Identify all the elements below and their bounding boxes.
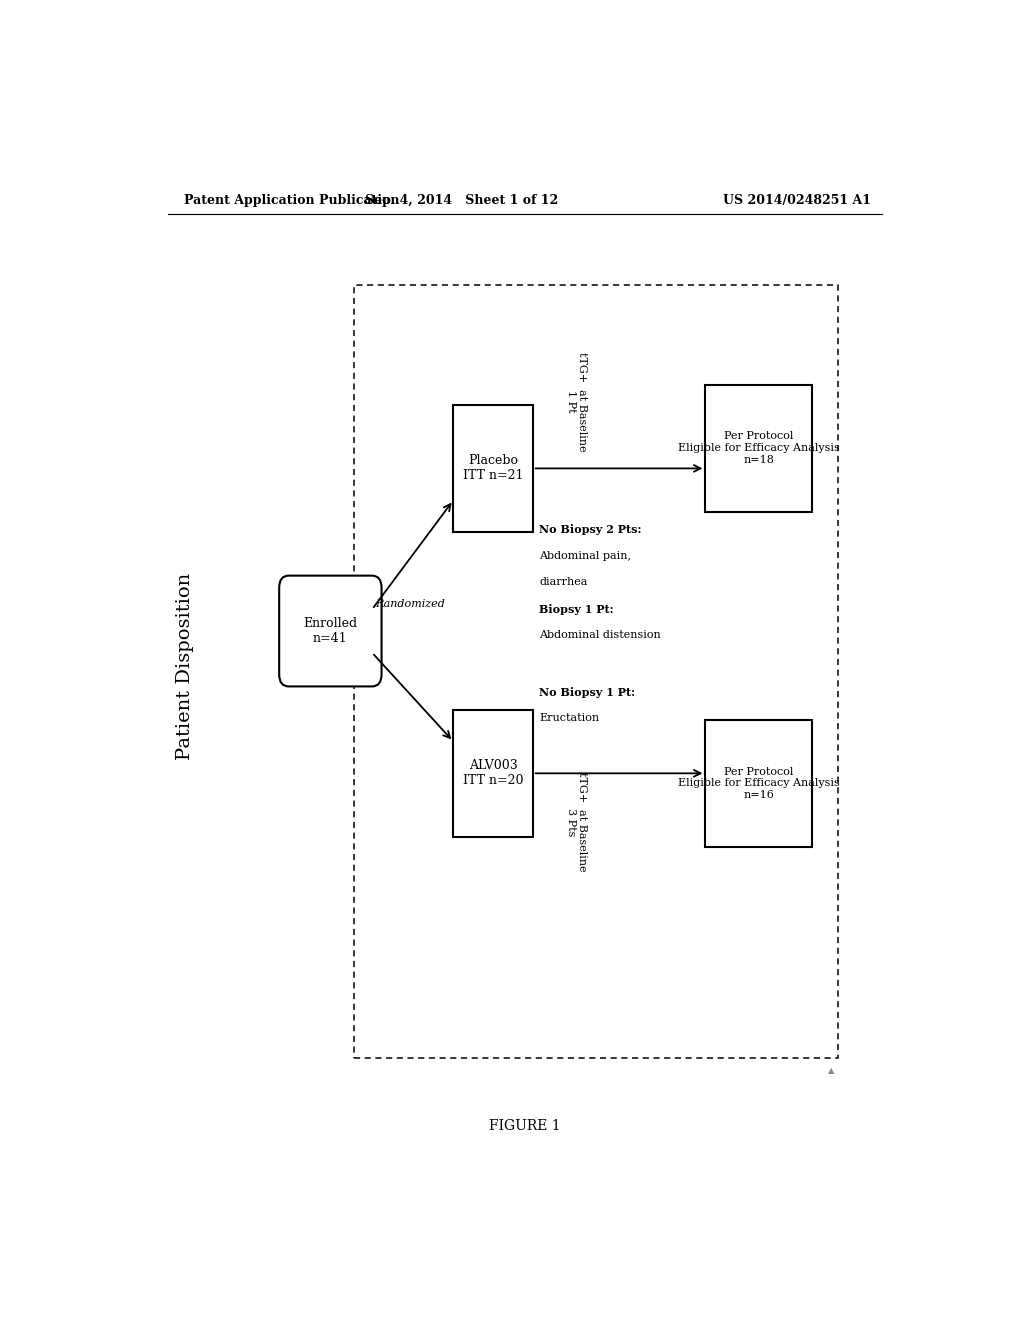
Text: Enrolled
n=41: Enrolled n=41 xyxy=(303,616,357,645)
Text: tTG+  at Baseline
3 Pts: tTG+ at Baseline 3 Pts xyxy=(565,772,587,873)
Text: Randomized: Randomized xyxy=(375,598,444,609)
Text: Abdominal pain,: Abdominal pain, xyxy=(539,550,631,561)
Bar xyxy=(454,710,532,837)
Text: FIGURE 1: FIGURE 1 xyxy=(489,1119,560,1133)
Text: Abdominal distension: Abdominal distension xyxy=(539,630,660,640)
Text: Per Protocol
Eligible for Efficacy Analysis
n=16: Per Protocol Eligible for Efficacy Analy… xyxy=(678,767,840,800)
Bar xyxy=(706,719,812,847)
Text: Placebo
ITT n=21: Placebo ITT n=21 xyxy=(463,454,523,482)
Text: Eructation: Eructation xyxy=(539,713,599,723)
Text: US 2014/0248251 A1: US 2014/0248251 A1 xyxy=(723,194,871,206)
FancyBboxPatch shape xyxy=(280,576,382,686)
Text: ▲: ▲ xyxy=(827,1067,835,1074)
Bar xyxy=(706,384,812,512)
Text: No Biopsy 1 Pt:: No Biopsy 1 Pt: xyxy=(539,686,635,698)
Text: ALV003
ITT n=20: ALV003 ITT n=20 xyxy=(463,759,523,787)
Bar xyxy=(354,285,839,1057)
Text: Sep. 4, 2014   Sheet 1 of 12: Sep. 4, 2014 Sheet 1 of 12 xyxy=(365,194,558,206)
Text: Patent Application Publication: Patent Application Publication xyxy=(183,194,399,206)
Text: No Biopsy 2 Pts:: No Biopsy 2 Pts: xyxy=(539,524,642,536)
Text: Patient Disposition: Patient Disposition xyxy=(176,573,195,760)
Text: Biopsy 1 Pt:: Biopsy 1 Pt: xyxy=(539,603,613,615)
Text: Per Protocol
Eligible for Efficacy Analysis
n=18: Per Protocol Eligible for Efficacy Analy… xyxy=(678,432,840,465)
Text: diarrhea: diarrhea xyxy=(539,577,588,587)
Text: tTG+  at Baseline
1 Pt: tTG+ at Baseline 1 Pt xyxy=(565,351,587,451)
Bar xyxy=(454,405,532,532)
